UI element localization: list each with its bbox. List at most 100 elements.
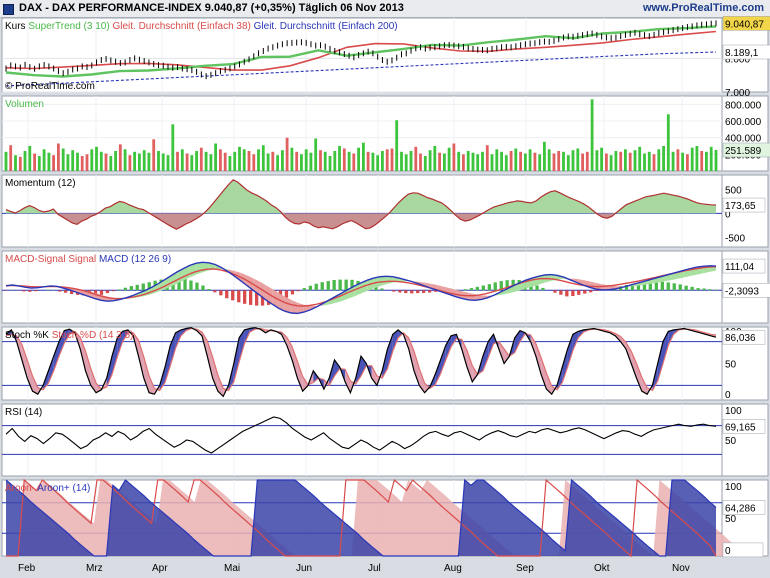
volume-bar: [95, 146, 98, 171]
axis-volume[interactable]: [721, 95, 769, 172]
volume-bar: [566, 155, 570, 171]
panel-title: Stoch %K Stoch %D (14 3 5): [5, 330, 133, 341]
macd-signal-fill: [506, 285, 514, 294]
volume-bar: [66, 154, 70, 171]
macd-histogram-bar: [714, 289, 718, 291]
volume-bar: [571, 150, 575, 171]
stoch-fill: [334, 359, 340, 376]
sma200-line: [5, 51, 717, 87]
stoch-fill: [657, 341, 663, 381]
volume-bar: [199, 147, 203, 171]
volume-bar: [690, 147, 694, 171]
macd-histogram-bar: [284, 290, 289, 298]
volume-bar: [23, 151, 27, 171]
macd-signal-fill: [291, 299, 298, 314]
y-tick-label: 100: [725, 406, 742, 417]
stoch-fill: [292, 346, 298, 379]
volume-bar: [18, 156, 22, 171]
volume-bar: [371, 152, 375, 171]
macd-histogram-bar: [469, 288, 474, 291]
macd-histogram-bar: [290, 290, 295, 295]
stoch-fill: [27, 359, 33, 392]
volume-bar: [366, 151, 370, 171]
volume-bar: [28, 146, 32, 171]
macd-histogram-bar: [249, 290, 253, 305]
volume-bar: [85, 154, 89, 171]
macd-histogram-bar: [213, 290, 217, 293]
volume-bar: [676, 149, 680, 171]
stoch-fill: [80, 337, 86, 371]
macd-histogram-bar: [660, 281, 664, 291]
volume-bar: [61, 148, 65, 171]
histogram-last-value: -2,3093: [725, 286, 759, 297]
stoch-fill: [233, 337, 240, 382]
volume-bar: [647, 151, 651, 171]
macd-histogram-bar: [344, 279, 348, 291]
volume-bar: [228, 156, 232, 171]
volume-bar: [466, 151, 470, 171]
volume-bar: [209, 154, 213, 171]
macd-histogram-bar: [195, 282, 199, 291]
volume-bar: [438, 152, 441, 171]
site-link[interactable]: www.ProRealTime.com: [642, 2, 764, 14]
stoch-fill: [85, 351, 91, 386]
instrument-title: DAX - DAX PERFORMANCE-INDEX 9.040,87 (+0…: [19, 2, 404, 14]
macd-histogram-bar: [398, 290, 402, 293]
volume-bar: [37, 156, 41, 171]
macd-histogram-bar: [404, 290, 408, 294]
volume-bar: [304, 149, 308, 171]
volume-bar: [585, 151, 589, 171]
macd-histogram-bar: [177, 278, 181, 291]
axis-rsi[interactable]: [721, 403, 769, 477]
volume-bar: [681, 152, 684, 171]
macd-histogram-bar: [93, 290, 98, 296]
price-last-value-box: [722, 16, 770, 31]
volume-bar: [9, 145, 13, 171]
volume-bar: [419, 153, 422, 171]
macd-histogram-bar: [678, 284, 682, 291]
volume-bar: [266, 153, 270, 171]
volume-bar: [171, 124, 175, 171]
panel-title: MACD-Signal Signal MACD (12 26 9): [5, 254, 171, 265]
volume-bar: [157, 151, 160, 171]
volume-bar: [271, 151, 275, 171]
volume-bar: [118, 144, 122, 171]
stoch-fill: [138, 340, 144, 379]
macd-histogram-bar: [553, 290, 557, 293]
volume-bar: [314, 138, 318, 171]
macd-signal-fill: [424, 282, 431, 289]
macd-signal-fill: [284, 296, 292, 313]
macd-histogram-bar: [571, 290, 575, 296]
x-tick-label: Mrz: [86, 563, 103, 574]
momentum-positive-area: [6, 179, 716, 214]
stoch-fill: [572, 331, 579, 351]
volume-bar: [352, 153, 356, 171]
volume-bar: [528, 149, 532, 171]
volume-bar: [562, 151, 565, 171]
macd-signal-fill: [468, 292, 476, 301]
panel-title: Momentum (12): [5, 178, 76, 189]
stoch-fill: [64, 329, 70, 344]
macd-histogram-bar: [123, 287, 127, 291]
volume-bar: [628, 152, 632, 171]
stoch-fill: [562, 348, 568, 383]
chart-header: DAX - DAX PERFORMANCE-INDEX 9.040,87 (+0…: [0, 0, 770, 18]
macd-histogram-bar: [392, 290, 396, 292]
volume-bar: [595, 150, 599, 171]
volume-bar: [624, 149, 627, 171]
stoch-fill: [143, 356, 150, 393]
volume-bar: [557, 151, 561, 171]
macd-histogram-bar: [332, 280, 336, 291]
macd-histogram-bar: [129, 286, 133, 291]
volume-bar: [252, 154, 256, 171]
macd-signal-fill: [456, 289, 463, 299]
stoch-fill: [620, 336, 626, 349]
volume-bar: [257, 149, 260, 171]
macd-histogram-bar: [117, 289, 121, 291]
volume-bar: [147, 152, 151, 171]
volume-bar: [362, 142, 365, 171]
volume-bar: [338, 146, 341, 171]
macd-histogram-bar: [34, 290, 38, 292]
